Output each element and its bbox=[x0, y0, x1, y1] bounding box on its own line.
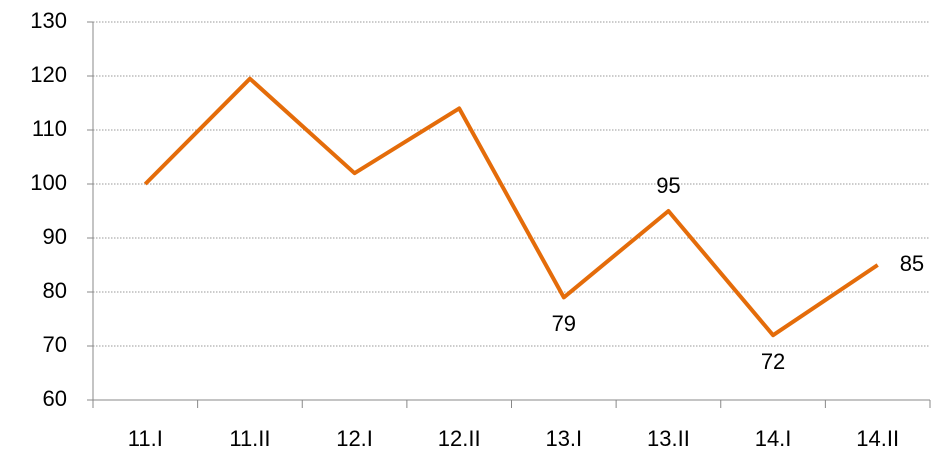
line bbox=[143, 76, 879, 338]
data-label: 72 bbox=[761, 349, 785, 374]
data-label: 85 bbox=[900, 251, 924, 276]
x-tick-label: 14.I bbox=[755, 426, 792, 451]
y-tick-label: 60 bbox=[43, 386, 67, 411]
x-tick-label: 11.I bbox=[128, 426, 163, 451]
x-tick-label: 13.II bbox=[647, 426, 690, 451]
x-tick-label: 14.II bbox=[856, 426, 899, 451]
y-tick-label: 80 bbox=[43, 278, 67, 303]
data-label: 95 bbox=[656, 173, 680, 198]
y-tick-label: 120 bbox=[30, 62, 67, 87]
x-tick-label: 12.I bbox=[336, 426, 373, 451]
y-tick-label: 110 bbox=[32, 116, 67, 141]
y-tick-label: 130 bbox=[30, 8, 67, 33]
y-tick-label: 100 bbox=[30, 170, 67, 195]
x-tick-label: 11.II bbox=[229, 426, 270, 451]
y-tick-label: 70 bbox=[43, 332, 67, 357]
data-label: 79 bbox=[552, 311, 576, 336]
y-tick-label: 90 bbox=[43, 224, 67, 249]
x-tick-label: 12.II bbox=[438, 426, 481, 451]
x-tick-label: 13.I bbox=[545, 426, 582, 451]
